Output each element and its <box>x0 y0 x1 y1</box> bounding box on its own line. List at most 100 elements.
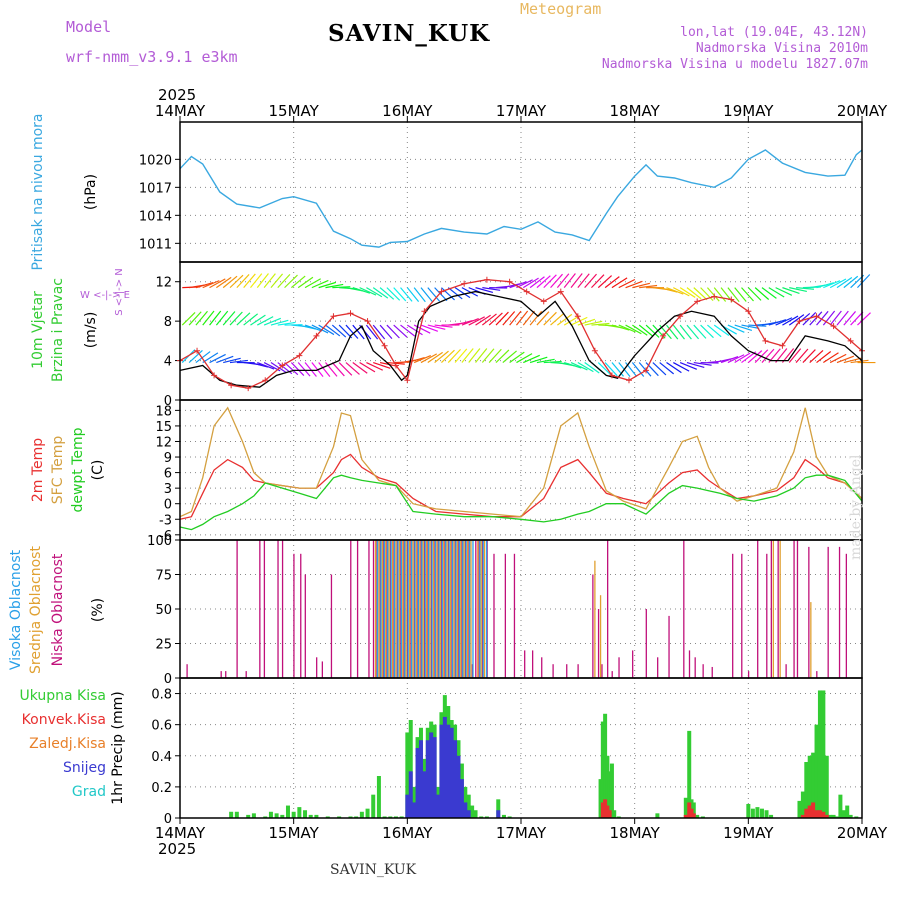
wind-gust-marker <box>364 318 371 325</box>
precip-bar <box>600 721 605 818</box>
precip-bar <box>408 720 413 818</box>
model-name: wrf-nmm_v3.9.1 e3km <box>66 48 238 66</box>
wind-barb <box>611 362 624 377</box>
precip-bar <box>828 814 833 818</box>
wind-gust-marker <box>279 362 286 369</box>
precip-bar <box>449 727 454 818</box>
wind-label-1: 10m Vjetar <box>30 291 46 369</box>
wind-barb <box>679 287 696 298</box>
wind-barb <box>666 362 682 374</box>
wind-barb <box>250 314 266 326</box>
temp-label-3: dewpt Temp <box>70 427 86 512</box>
wind-gust-marker <box>347 310 354 317</box>
precip-bar <box>804 808 809 818</box>
y-tick-label: 15 <box>155 420 172 435</box>
precip-legend-0: Ukupna Kisa <box>19 688 106 704</box>
y-tick-label: 9 <box>164 451 172 466</box>
wind-barb <box>523 354 540 364</box>
station-title: SAVIN_KUK <box>328 20 491 47</box>
precip-bar <box>817 690 822 818</box>
wind-barb <box>222 275 238 289</box>
wind-barb <box>216 355 234 364</box>
wind-barb <box>447 348 461 363</box>
wind-barb <box>495 311 509 326</box>
year-label-top: 2025 <box>158 86 196 104</box>
precip-bar <box>303 810 308 818</box>
precip-bar <box>496 799 501 818</box>
x-tick-label-top: 16MAY <box>382 102 433 120</box>
y-tick-label: 12 <box>155 276 172 291</box>
wind-gust-marker <box>557 288 564 295</box>
wind-barb <box>673 287 690 297</box>
y-tick-label: 1020 <box>139 153 172 168</box>
wind-barb <box>331 324 347 338</box>
precip-bar <box>609 763 614 818</box>
wind-barb <box>734 352 751 364</box>
location-label: lon,lat (19.04E, 43.12N) <box>680 25 868 40</box>
wind-barb <box>427 287 441 302</box>
wind-gust-marker <box>245 385 252 392</box>
wind-barb <box>843 311 856 326</box>
precip-bar <box>848 814 853 818</box>
wind-barb <box>332 286 351 289</box>
wind-barb <box>413 287 426 303</box>
cloud-unit: (%) <box>90 598 106 622</box>
precip-bar <box>695 814 700 818</box>
wind-barb <box>420 287 433 302</box>
precip-bar <box>285 805 290 818</box>
wind-barb <box>352 287 371 294</box>
precip-bar <box>834 816 839 818</box>
wind-barb <box>195 351 211 364</box>
wind-barb <box>311 324 329 334</box>
y-tick-label: 0 <box>164 498 172 513</box>
wind-barb <box>788 314 805 326</box>
wind-barb <box>741 287 754 302</box>
wind-gust-marker <box>591 347 598 354</box>
precip-bar <box>376 776 381 818</box>
wind-barb <box>645 324 660 338</box>
wind-barb <box>502 311 516 326</box>
x-tick-label-bottom: 19MAY <box>723 824 774 842</box>
precip-bar <box>436 794 441 818</box>
x-tick-label-top: 17MAY <box>496 102 547 120</box>
wind-barb <box>495 349 510 363</box>
wind-barb <box>386 287 401 301</box>
wind-barb <box>631 362 645 377</box>
precip-bar <box>251 813 256 818</box>
wind-gust-marker <box>228 382 235 389</box>
wind-barb <box>543 360 562 364</box>
x-tick-label-top: 14MAY <box>155 102 206 120</box>
wind-gust-marker <box>694 298 701 305</box>
pressure-label: Pritisak na nivou mora <box>30 113 46 270</box>
wind-barb <box>768 287 785 298</box>
wind-barb <box>564 361 582 369</box>
wind-barb <box>345 362 360 375</box>
wind-barb <box>543 311 557 326</box>
wind-barb <box>304 278 321 289</box>
wind-barb <box>434 287 448 302</box>
wind-barb <box>468 316 485 326</box>
wind-barb <box>475 348 488 363</box>
precip-bar <box>854 816 859 818</box>
y-tick-label: 0.2 <box>151 781 172 796</box>
wind-gust-marker <box>392 362 399 369</box>
precip-bar <box>616 816 621 818</box>
wind-barb <box>577 273 590 289</box>
panel-4: 0 0.2 0.4 0.6 0.8 <box>151 678 862 827</box>
wind-barb <box>823 280 841 289</box>
wind-barb <box>250 273 263 289</box>
x-tick-label-top: 18MAY <box>610 102 661 120</box>
precip-bar <box>807 755 812 818</box>
wind-barb <box>468 348 481 363</box>
wind-gust-marker <box>313 332 320 339</box>
wind-barb <box>584 362 600 374</box>
wind-barb <box>638 324 654 337</box>
wind-barb <box>693 324 707 339</box>
precip-bar <box>700 816 705 818</box>
wind-barb <box>522 277 539 289</box>
wind-barb <box>543 274 557 289</box>
model-label: Model <box>66 18 112 36</box>
precip-bar <box>831 814 836 818</box>
y-tick-label: 100 <box>147 534 172 549</box>
precip-bar <box>496 810 501 818</box>
